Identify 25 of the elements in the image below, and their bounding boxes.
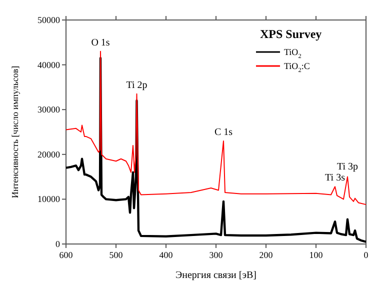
y-tick-label: 10000 bbox=[38, 194, 60, 204]
annotation: Ti 2p bbox=[126, 80, 148, 91]
x-tick-label: 500 bbox=[109, 250, 124, 260]
annotation: Ti 3p bbox=[336, 162, 358, 173]
annotation: O 1s bbox=[91, 37, 110, 48]
x-tick-label: 200 bbox=[259, 250, 274, 260]
x-tick-label: 600 bbox=[59, 250, 74, 260]
legend-label: TiO$_{2}$ bbox=[284, 47, 302, 60]
x-tick-label: 0 bbox=[364, 250, 369, 260]
legend-label: TiO$_{2}$:C bbox=[284, 61, 310, 74]
x-tick-label: 100 bbox=[309, 250, 324, 260]
y-axis-title: Интенсивность [число импульсов] bbox=[10, 66, 20, 198]
line-series bbox=[64, 56, 368, 243]
line-series bbox=[66, 50, 366, 206]
legend-title: XPS Survey bbox=[260, 27, 322, 41]
annotation: Ti 3s bbox=[325, 172, 346, 184]
y-tick-label: 50000 bbox=[38, 15, 60, 25]
annotation: C 1s bbox=[214, 126, 233, 138]
y-tick-label: 40000 bbox=[38, 60, 60, 70]
x-tick-label: 400 bbox=[159, 250, 174, 260]
y-tick-label: 0 bbox=[56, 239, 60, 249]
x-tick-label: 300 bbox=[209, 250, 224, 260]
x-axis-title: Энергия связи [эВ] bbox=[176, 270, 256, 281]
y-tick-label: 30000 bbox=[38, 104, 60, 115]
y-tick-label: 20000 bbox=[38, 149, 60, 160]
